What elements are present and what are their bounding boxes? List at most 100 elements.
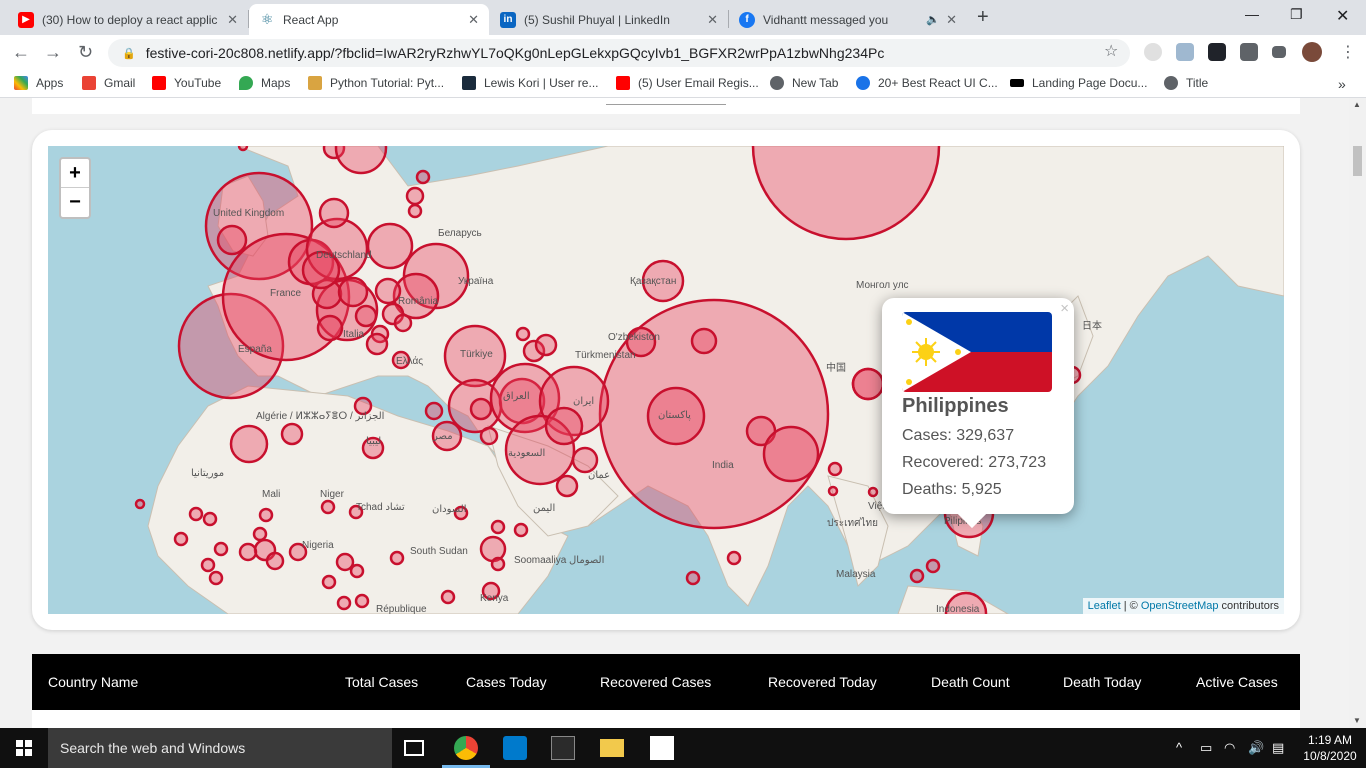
case-circle[interactable] <box>349 563 365 579</box>
volume-icon[interactable]: 🔊 <box>1248 740 1265 755</box>
bookmark-apps[interactable]: Apps <box>14 76 63 90</box>
close-window-button[interactable]: ✕ <box>1336 8 1350 25</box>
case-circle[interactable] <box>481 581 501 601</box>
reload-button[interactable]: ↻ <box>78 42 94 62</box>
case-circle[interactable] <box>238 542 258 562</box>
case-circle[interactable] <box>335 552 355 572</box>
case-circle[interactable] <box>265 551 285 571</box>
avatar[interactable] <box>1302 42 1322 62</box>
case-circle[interactable] <box>453 505 469 521</box>
case-circle[interactable] <box>177 292 285 400</box>
bookmark-new-tab[interactable]: New Tab <box>770 76 838 90</box>
case-circle[interactable] <box>479 426 499 446</box>
tray-chevron-icon[interactable]: ^ <box>1176 740 1183 755</box>
photos-icon[interactable] <box>650 736 674 760</box>
case-circle[interactable] <box>213 541 229 557</box>
case-circle[interactable] <box>402 242 470 310</box>
media-queue-icon[interactable] <box>1272 46 1286 58</box>
case-circle[interactable] <box>393 313 413 333</box>
case-circle[interactable] <box>944 591 988 614</box>
case-circle[interactable] <box>237 146 249 152</box>
case-circle[interactable] <box>348 504 364 520</box>
case-circle[interactable] <box>415 169 431 185</box>
case-circle[interactable] <box>504 414 576 486</box>
case-circle[interactable] <box>513 522 529 538</box>
case-circle[interactable] <box>827 461 843 477</box>
wifi-icon[interactable]: ◠ <box>1224 740 1236 755</box>
new-tab-button[interactable]: + <box>977 6 989 28</box>
case-circle[interactable] <box>204 171 314 281</box>
case-circle[interactable] <box>405 186 425 206</box>
case-circle[interactable] <box>391 350 411 370</box>
header-total-cases[interactable]: Total Cases <box>345 674 419 690</box>
bookmark-react-ui[interactable]: 20+ Best React UI C... <box>856 76 998 90</box>
taskbar-clock[interactable]: 1:19 AM 10/8/2020 <box>1300 732 1360 764</box>
bookmark-star-icon[interactable]: ☆ <box>1104 43 1119 60</box>
case-circle[interactable] <box>490 556 506 572</box>
case-circle[interactable] <box>361 436 385 460</box>
leaflet-link[interactable]: Leaflet <box>1087 600 1121 612</box>
vscode-icon[interactable] <box>503 736 527 760</box>
bookmark-user-email[interactable]: (5) User Email Regis... <box>616 76 759 90</box>
case-circle[interactable] <box>909 568 925 584</box>
case-circle[interactable] <box>431 420 463 452</box>
tab-react-app[interactable]: ⚛ React App ✕ <box>249 4 489 35</box>
react-devtools-icon[interactable] <box>1208 43 1226 61</box>
case-circle[interactable] <box>498 377 546 425</box>
osm-link[interactable]: OpenStreetMap <box>1140 600 1219 612</box>
case-circle[interactable] <box>827 485 839 497</box>
case-circle[interactable] <box>188 506 204 522</box>
case-circle[interactable] <box>625 326 657 358</box>
case-circle[interactable] <box>925 558 941 574</box>
case-circle[interactable] <box>336 595 352 611</box>
world-map[interactable]: United Kingdom Deutschland France España Ita… <box>48 146 1284 614</box>
case-circle[interactable] <box>321 574 337 590</box>
case-circle[interactable] <box>354 304 378 328</box>
case-circle[interactable] <box>216 224 248 256</box>
case-circle[interactable] <box>354 593 370 609</box>
case-circle[interactable] <box>469 397 493 421</box>
close-tab-icon[interactable]: ✕ <box>227 11 238 27</box>
bookmark-maps[interactable]: Maps <box>239 76 290 90</box>
case-circle[interactable] <box>424 401 444 421</box>
case-circle[interactable] <box>641 259 685 303</box>
case-circle[interactable] <box>389 550 405 566</box>
page-scrollbar[interactable]: ▲ ▼ <box>1349 98 1366 728</box>
case-circle[interactable] <box>337 276 369 308</box>
bookmark-python[interactable]: Python Tutorial: Pyt... <box>308 76 444 90</box>
case-circle[interactable] <box>334 146 388 175</box>
tab-linkedin[interactable]: in (5) Sushil Phuyal | LinkedIn ✕ <box>490 4 728 35</box>
mute-icon[interactable]: 🔈 <box>926 14 941 26</box>
case-circle[interactable] <box>208 570 224 586</box>
header-recovered-cases[interactable]: Recovered Cases <box>600 674 712 690</box>
extension-icon[interactable] <box>1176 43 1194 61</box>
bookmark-title[interactable]: Title <box>1164 76 1208 90</box>
case-circle[interactable] <box>867 486 879 498</box>
case-circle[interactable] <box>200 557 216 573</box>
bookmark-gmail[interactable]: Gmail <box>82 76 135 90</box>
header-active-cases[interactable]: Active Cases <box>1196 674 1278 690</box>
bookmark-lewis-kori[interactable]: Lewis Kori | User re... <box>462 76 598 90</box>
scroll-thumb[interactable] <box>1353 146 1362 176</box>
case-circle[interactable] <box>751 146 941 241</box>
close-tab-icon[interactable]: ✕ <box>468 11 479 27</box>
back-button[interactable]: ← <box>12 42 30 62</box>
case-circle[interactable] <box>685 570 701 586</box>
case-circle[interactable] <box>301 250 341 290</box>
task-view-icon[interactable] <box>404 740 424 756</box>
case-circle[interactable] <box>202 511 218 527</box>
case-circle[interactable] <box>490 519 506 535</box>
case-circle[interactable] <box>534 333 558 357</box>
header-death-count[interactable]: Death Count <box>931 674 1010 690</box>
case-circle[interactable] <box>515 326 531 342</box>
case-circle[interactable] <box>252 526 268 542</box>
puzzle-extensions-icon[interactable] <box>1240 43 1258 61</box>
notification-icon[interactable]: ▤ <box>1272 740 1285 755</box>
case-circle[interactable] <box>479 535 507 563</box>
bookmark-landing-page[interactable]: Landing Page Docu... <box>1010 76 1147 90</box>
close-tab-icon[interactable]: ✕ <box>946 11 957 27</box>
case-circle[interactable] <box>571 446 599 474</box>
case-circle[interactable] <box>522 339 546 363</box>
case-circle[interactable] <box>288 542 308 562</box>
close-tab-icon[interactable]: ✕ <box>707 11 718 27</box>
